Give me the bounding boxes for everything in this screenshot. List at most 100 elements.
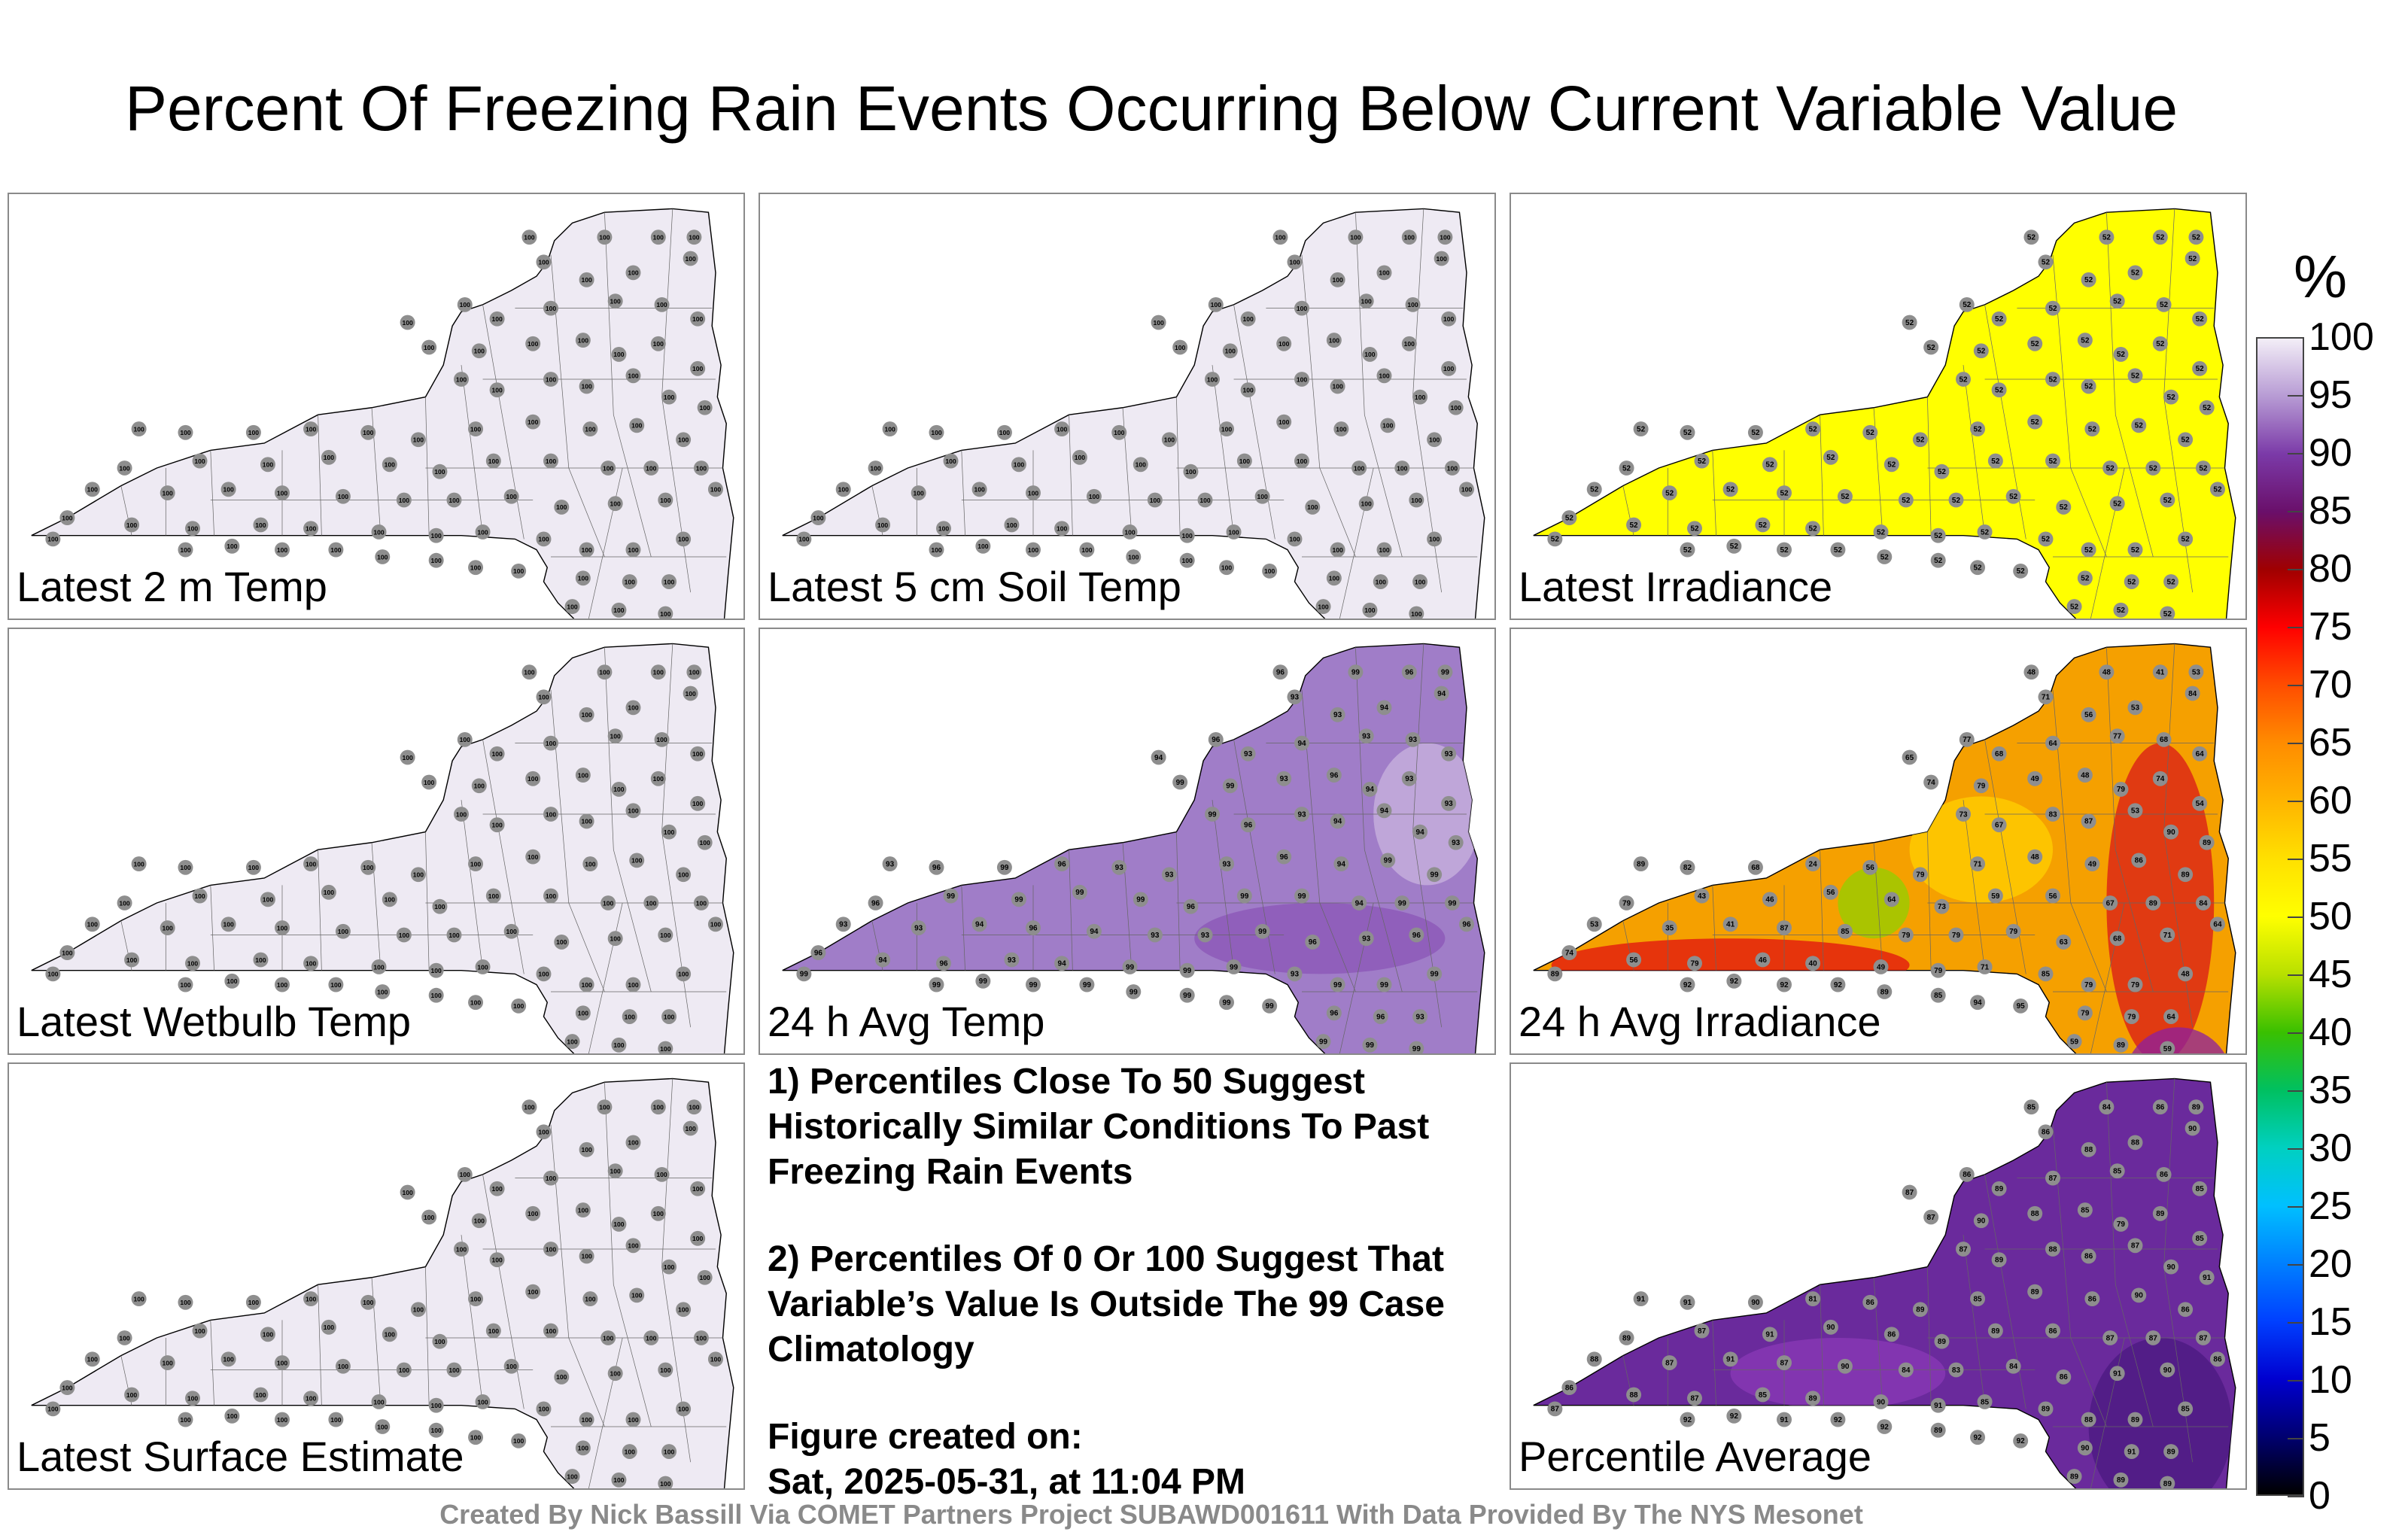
station-value: 52 (1780, 546, 1789, 555)
station-marker (1680, 1294, 1695, 1310)
station-value: 100 (1364, 606, 1376, 614)
station-marker (1427, 867, 1443, 883)
station-marker (375, 984, 391, 999)
station-value: 64 (2213, 921, 2222, 929)
station-value: 52 (2196, 365, 2205, 373)
station-marker (1923, 774, 1939, 790)
station-value: 64 (2196, 750, 2205, 758)
station-value: 100 (1407, 301, 1418, 309)
station-marker (1405, 731, 1421, 747)
station-value: 87 (1780, 1359, 1789, 1367)
station-value: 99 (1431, 971, 1440, 979)
station-marker (1294, 300, 1309, 316)
county-line (604, 212, 652, 558)
station-marker (192, 1323, 208, 1339)
station-marker (1276, 414, 1292, 430)
station-value: 93 (1445, 750, 1454, 758)
station-value: 86 (1866, 1299, 1875, 1307)
colorbar-tick (2288, 916, 2304, 918)
station-value: 100 (1379, 546, 1390, 554)
station-value: 68 (1995, 750, 2004, 758)
station-value: 52 (1905, 319, 1914, 327)
station-marker (607, 496, 623, 512)
station-value: 74 (1927, 779, 1936, 787)
station-marker (2038, 1124, 2054, 1140)
station-value: 96 (871, 899, 880, 907)
station-marker (975, 538, 991, 554)
county-line (1212, 800, 1234, 971)
station-value: 52 (1938, 468, 1947, 476)
station-value: 100 (330, 546, 342, 554)
station-value: 93 (1222, 860, 1231, 868)
station-value: 52 (2048, 305, 2057, 313)
station-value: 100 (223, 486, 234, 494)
station-marker (2160, 927, 2175, 943)
station-marker (582, 856, 598, 871)
station-marker (1956, 807, 1971, 822)
station-marker (1287, 689, 1303, 705)
station-marker (1151, 315, 1166, 330)
station-value: 94 (1366, 786, 1375, 794)
station-marker (676, 966, 692, 982)
colorbar-tick-label: 10 (2309, 1358, 2352, 1402)
station-value: 99 (1014, 896, 1023, 904)
station-marker (1358, 293, 1374, 309)
station-value: 92 (2017, 1437, 2026, 1445)
station-value: 100 (1242, 386, 1254, 394)
station-marker (1805, 421, 1821, 436)
colorbar-tick (2288, 1264, 2304, 1266)
station-value: 100 (187, 1395, 199, 1403)
station-marker (1586, 1351, 1602, 1367)
station-value: 90 (2167, 828, 2176, 837)
station-marker (1330, 542, 1345, 558)
station-marker (1805, 521, 1821, 536)
station-value: 100 (538, 259, 549, 266)
county-line (586, 467, 623, 619)
station-value: 100 (413, 436, 424, 444)
station-marker (690, 1181, 706, 1196)
station-marker (1262, 563, 1278, 579)
station-marker (2045, 1170, 2060, 1186)
station-marker (1362, 1037, 1378, 1053)
station-value: 88 (2031, 1210, 2040, 1218)
station-value: 79 (1690, 960, 1699, 968)
station-value: 100 (1028, 546, 1039, 554)
station-value: 100 (1239, 457, 1251, 465)
station-marker (1222, 343, 1238, 359)
station-value: 52 (2131, 546, 2140, 555)
station-value: 87 (2048, 1175, 2057, 1183)
station-marker (2113, 347, 2129, 362)
station-marker (1777, 977, 1792, 992)
station-marker (1208, 296, 1224, 312)
station-value: 96 (1212, 736, 1221, 744)
station-marker (686, 1099, 702, 1115)
station-value: 56 (1826, 889, 1835, 897)
colorbar-tick (2288, 1032, 2304, 1034)
station-value: 100 (1443, 315, 1455, 323)
station-marker (607, 1163, 623, 1179)
station-marker (178, 542, 193, 558)
station-value: 49 (2031, 775, 2040, 783)
station-marker (1873, 1394, 1889, 1409)
station-value: 93 (1362, 732, 1371, 740)
station-value: 52 (1934, 557, 1943, 565)
station-value: 94 (1973, 999, 1982, 1007)
station-value: 100 (431, 992, 442, 999)
station-marker (468, 995, 484, 1011)
station-marker (1409, 927, 1424, 943)
station-marker (1179, 527, 1195, 543)
station-marker (245, 424, 261, 440)
station-value: 100 (603, 1334, 614, 1342)
station-marker (2185, 1120, 2200, 1136)
map-panel-2m-temp: 100 100 100 100 100 100 100 100 100 100 100 100 100 1… (8, 193, 745, 620)
station-marker (2066, 1034, 2082, 1049)
station-value: 89 (2203, 839, 2212, 847)
station-value: 53 (1590, 921, 1599, 929)
station-value: 79 (1934, 967, 1943, 975)
station-marker (400, 315, 415, 330)
panel-label: Latest Wetbulb Temp (17, 998, 412, 1045)
station-value: 54 (2196, 800, 2205, 808)
station-marker (2178, 966, 2194, 982)
station-value: 100 (474, 783, 485, 790)
station-marker (2081, 1141, 2096, 1157)
